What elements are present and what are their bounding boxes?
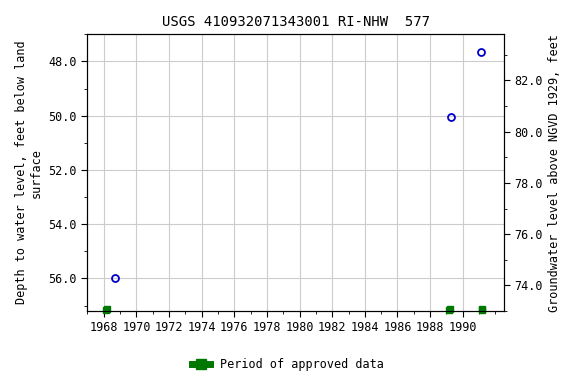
Y-axis label: Groundwater level above NGVD 1929, feet: Groundwater level above NGVD 1929, feet [548,34,561,311]
Legend: Period of approved data: Period of approved data [188,354,388,376]
Title: USGS 410932071343001 RI-NHW  577: USGS 410932071343001 RI-NHW 577 [161,15,430,29]
Y-axis label: Depth to water level, feet below land
surface: Depth to water level, feet below land su… [15,41,43,305]
